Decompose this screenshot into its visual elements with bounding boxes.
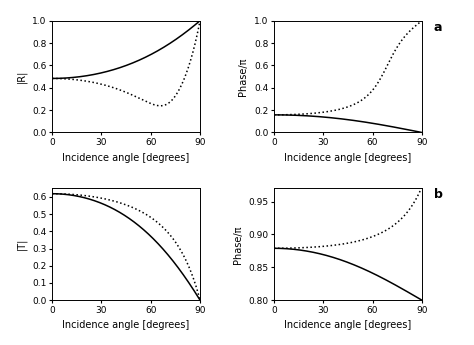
Text: b: b bbox=[434, 188, 443, 201]
X-axis label: Incidence angle [degrees]: Incidence angle [degrees] bbox=[63, 320, 190, 330]
Y-axis label: Phase/π: Phase/π bbox=[233, 225, 243, 264]
Y-axis label: |T|: |T| bbox=[16, 238, 27, 250]
Text: a: a bbox=[434, 21, 442, 34]
Y-axis label: |R|: |R| bbox=[16, 70, 27, 83]
X-axis label: Incidence angle [degrees]: Incidence angle [degrees] bbox=[284, 320, 411, 330]
Y-axis label: Phase/π: Phase/π bbox=[238, 57, 248, 96]
X-axis label: Incidence angle [degrees]: Incidence angle [degrees] bbox=[63, 152, 190, 162]
X-axis label: Incidence angle [degrees]: Incidence angle [degrees] bbox=[284, 152, 411, 162]
